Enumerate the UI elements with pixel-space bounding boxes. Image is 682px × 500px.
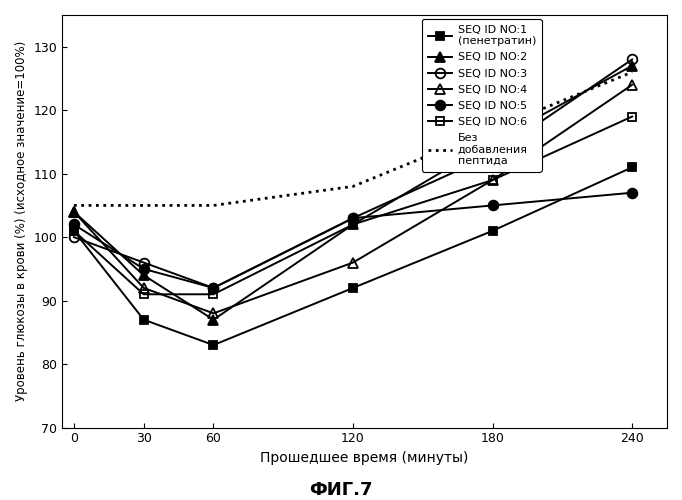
Y-axis label: Уровень глюкозы в крови (%) (исходное значение=100%): Уровень глюкозы в крови (%) (исходное зн… <box>15 41 28 402</box>
X-axis label: Прошедшее время (минуты): Прошедшее время (минуты) <box>261 451 469 465</box>
Legend: SEQ ID NO:1
(пенетратин), SEQ ID NO:2, SEQ ID NO:3, SEQ ID NO:4, SEQ ID NO:5, SE: SEQ ID NO:1 (пенетратин), SEQ ID NO:2, S… <box>422 19 542 172</box>
Text: ФИГ.7: ФИГ.7 <box>309 481 373 499</box>
